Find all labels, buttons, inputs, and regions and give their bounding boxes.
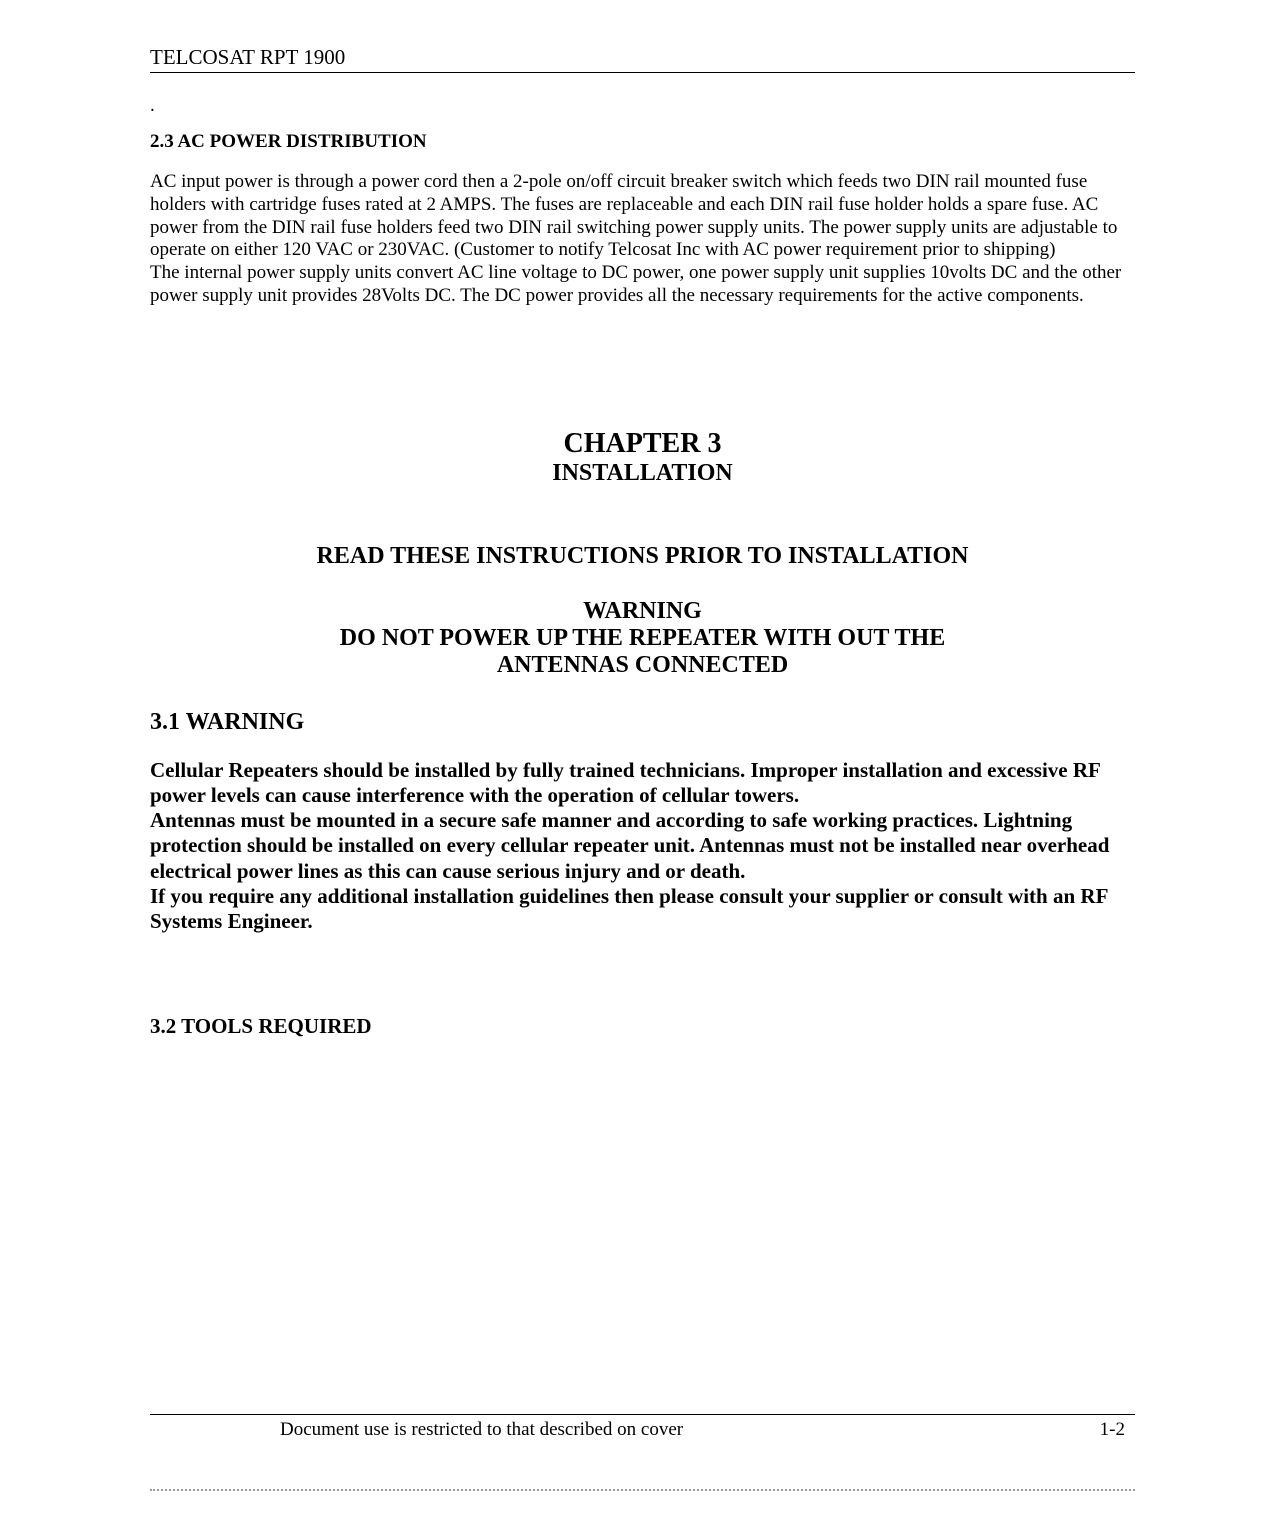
warning-line-2: ANTENNAS CONNECTED [150, 652, 1135, 679]
section-3-2-heading: 3.2 TOOLS REQUIRED [150, 1014, 1135, 1039]
read-instructions-heading: READ THESE INSTRUCTIONS PRIOR TO INSTALL… [150, 543, 1135, 570]
footer: Document use is restricted to that descr… [150, 1419, 1135, 1441]
header-rule [150, 72, 1135, 73]
section-2-3-para-1: AC input power is through a power cord t… [150, 171, 1135, 262]
chapter-title: CHAPTER 3 [150, 428, 1135, 460]
warning-line-1: DO NOT POWER UP THE REPEATER WITH OUT TH… [150, 625, 1135, 652]
footer-text: Document use is restricted to that descr… [280, 1419, 1100, 1441]
dotted-bottom-border [150, 1489, 1135, 1491]
section-3-1-heading: 3.1 WARNING [150, 709, 1135, 736]
footer-page-number: 1-2 [1100, 1419, 1135, 1441]
section-2-3-para-2: The internal power supply units convert … [150, 262, 1135, 308]
chapter-subtitle: INSTALLATION [150, 460, 1135, 487]
section-3-1-para-2: Antennas must be mounted in a secure saf… [150, 808, 1135, 884]
content-area: . 2.3 AC POWER DISTRIBUTION AC input pow… [150, 95, 1135, 1388]
leading-dot: . [150, 95, 1135, 117]
section-2-3-heading: 2.3 AC POWER DISTRIBUTION [150, 131, 1135, 153]
header-title: TELCOSAT RPT 1900 [150, 45, 1135, 70]
section-3-1-para-1: Cellular Repeaters should be installed b… [150, 758, 1135, 808]
warning-title: WARNING [150, 598, 1135, 625]
chapter-block: CHAPTER 3 INSTALLATION [150, 428, 1135, 487]
footer-rule [150, 1414, 1135, 1415]
section-3-1-para-3: If you require any additional installati… [150, 884, 1135, 934]
